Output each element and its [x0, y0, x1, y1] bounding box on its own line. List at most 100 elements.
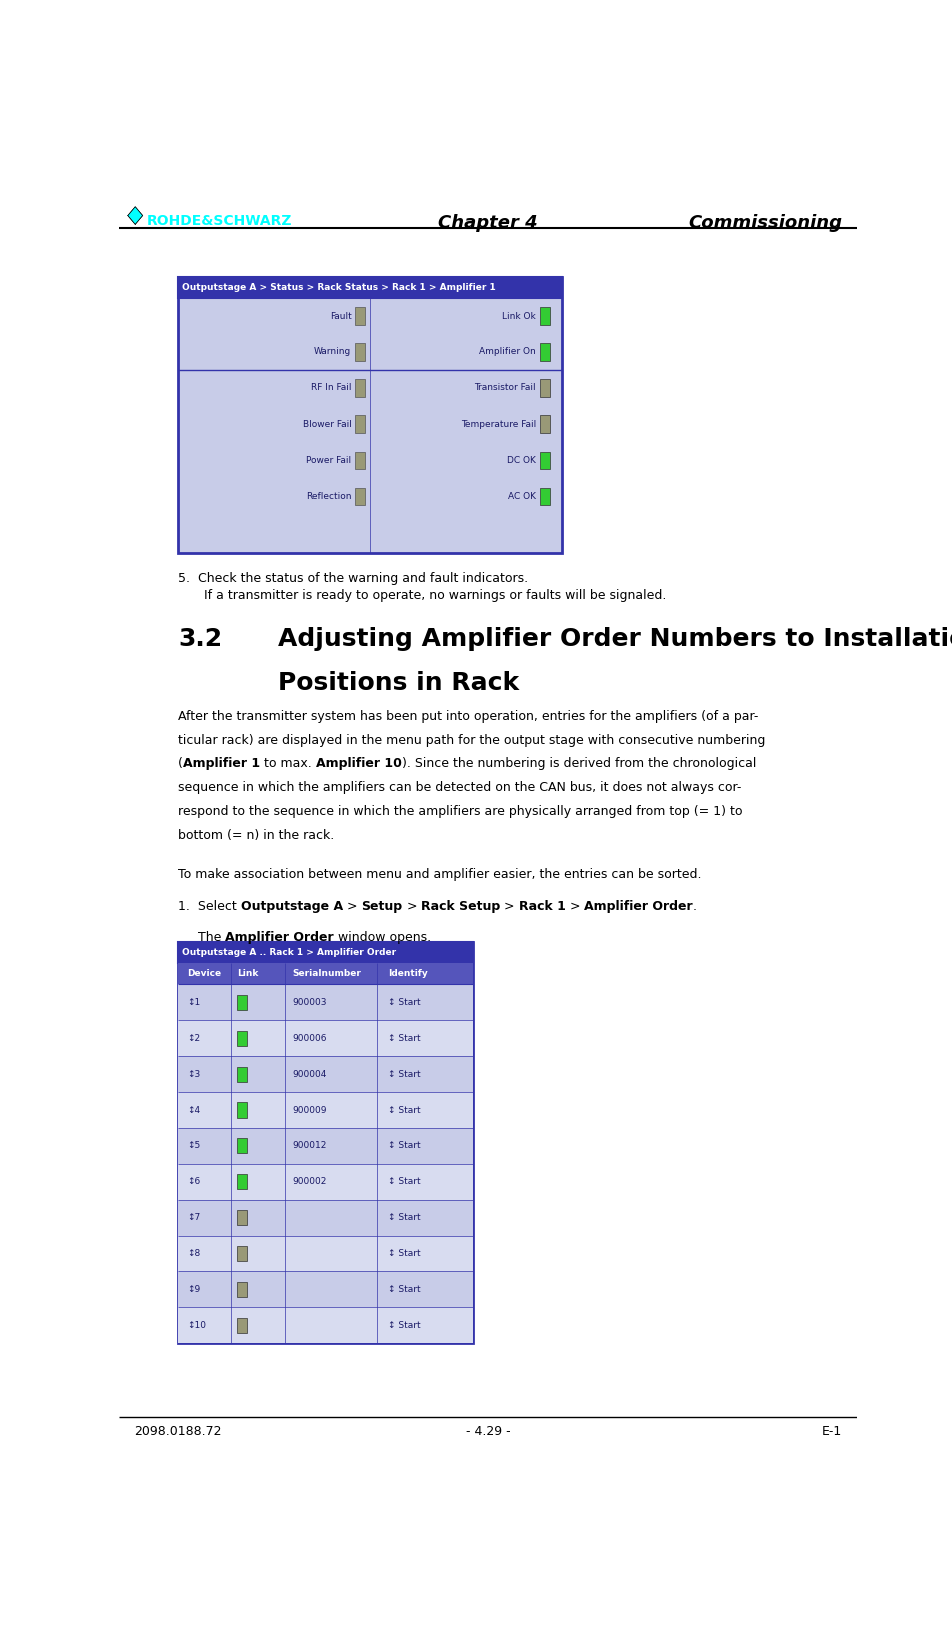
Text: Setup: Setup — [362, 901, 403, 914]
Text: Temperature Fail: Temperature Fail — [461, 420, 536, 428]
Text: ↕8: ↕8 — [187, 1249, 200, 1258]
Bar — [237, 1031, 247, 1046]
Text: Reflection: Reflection — [306, 492, 351, 502]
Bar — [237, 1175, 247, 1189]
Bar — [178, 1091, 473, 1127]
Bar — [178, 1163, 473, 1199]
Text: E-1: E-1 — [822, 1425, 843, 1438]
Text: Warning: Warning — [314, 347, 351, 357]
Bar — [237, 1139, 247, 1153]
Text: ↕ Start: ↕ Start — [388, 1249, 421, 1258]
Text: Fault: Fault — [329, 311, 351, 321]
Text: ↕ Start: ↕ Start — [388, 1285, 421, 1293]
Text: 900004: 900004 — [292, 1070, 327, 1078]
Text: sequence in which the amplifiers can be detected on the CAN bus, it does not alw: sequence in which the amplifiers can be … — [178, 782, 742, 795]
Text: ↕ Start: ↕ Start — [388, 1214, 421, 1222]
Text: DC OK: DC OK — [507, 456, 536, 464]
Text: After the transmitter system has been put into operation, entries for the amplif: After the transmitter system has been pu… — [178, 710, 759, 723]
Text: >: > — [403, 901, 421, 914]
Text: Transistor Fail: Transistor Fail — [474, 383, 536, 393]
Bar — [178, 1056, 473, 1091]
Text: ↕5: ↕5 — [187, 1142, 200, 1150]
Text: 900012: 900012 — [292, 1142, 327, 1150]
Text: ↕10: ↕10 — [187, 1321, 206, 1329]
Bar — [237, 995, 247, 1010]
Text: >: > — [343, 901, 362, 914]
Text: 900009: 900009 — [292, 1106, 327, 1114]
Text: 2098.0188.72: 2098.0188.72 — [133, 1425, 221, 1438]
Text: ↕7: ↕7 — [187, 1214, 200, 1222]
Text: Chapter 4: Chapter 4 — [438, 215, 538, 233]
Bar — [178, 963, 473, 984]
Text: The: The — [178, 930, 226, 943]
Bar — [178, 984, 473, 1020]
Text: to max.: to max. — [260, 757, 316, 771]
Text: Serialnumber: Serialnumber — [292, 969, 361, 979]
Text: >: > — [500, 901, 519, 914]
Bar — [355, 451, 366, 469]
Bar — [237, 1067, 247, 1082]
Text: ↕4: ↕4 — [187, 1106, 200, 1114]
Text: If a transmitter is ready to operate, no warnings or faults will be signaled.: If a transmitter is ready to operate, no… — [204, 590, 666, 603]
Text: ↕ Start: ↕ Start — [388, 1321, 421, 1329]
Text: respond to the sequence in which the amplifiers are physically arranged from top: respond to the sequence in which the amp… — [178, 805, 743, 818]
Bar — [178, 1020, 473, 1056]
Text: 900006: 900006 — [292, 1034, 327, 1043]
Bar — [178, 1199, 473, 1235]
Text: ticular rack) are displayed in the menu path for the output stage with consecuti: ticular rack) are displayed in the menu … — [178, 733, 765, 746]
Text: Blower Fail: Blower Fail — [303, 420, 351, 428]
Text: ↕2: ↕2 — [187, 1034, 200, 1043]
Bar — [237, 1103, 247, 1117]
Bar — [237, 1318, 247, 1333]
Text: 900003: 900003 — [292, 999, 327, 1007]
Text: - 4.29 -: - 4.29 - — [466, 1425, 510, 1438]
Text: bottom (= n) in the rack.: bottom (= n) in the rack. — [178, 829, 334, 842]
Text: ↕ Start: ↕ Start — [388, 1070, 421, 1078]
Bar — [355, 487, 366, 505]
Bar — [237, 1210, 247, 1225]
Text: 5.  Check the status of the warning and fault indicators.: 5. Check the status of the warning and f… — [178, 572, 528, 585]
Text: RF In Fail: RF In Fail — [311, 383, 351, 393]
Text: Amplifier Order: Amplifier Order — [585, 901, 693, 914]
Bar — [540, 451, 550, 469]
Text: ). Since the numbering is derived from the chronological: ). Since the numbering is derived from t… — [402, 757, 756, 771]
Text: Link: Link — [237, 969, 258, 979]
Text: 3.2: 3.2 — [178, 627, 222, 652]
Text: Amplifier 10: Amplifier 10 — [316, 757, 402, 771]
Bar — [178, 1308, 473, 1344]
Bar — [237, 1246, 247, 1261]
Bar — [540, 308, 550, 324]
Text: Amplifier Order: Amplifier Order — [226, 930, 334, 943]
Bar — [178, 277, 562, 298]
Text: .: . — [693, 901, 697, 914]
Text: Link Ok: Link Ok — [502, 311, 536, 321]
Text: Power Fail: Power Fail — [307, 456, 351, 464]
Text: Outputstage A: Outputstage A — [241, 901, 343, 914]
Text: Rack 1: Rack 1 — [519, 901, 565, 914]
Bar — [355, 380, 366, 396]
Bar — [178, 942, 473, 963]
Text: Amplifier On: Amplifier On — [479, 347, 536, 357]
Text: ↕1: ↕1 — [187, 999, 200, 1007]
Text: AC OK: AC OK — [507, 492, 536, 502]
Bar — [355, 344, 366, 360]
Text: Identify: Identify — [388, 969, 428, 979]
Text: ↕ Start: ↕ Start — [388, 999, 421, 1007]
Text: >: > — [565, 901, 585, 914]
Bar — [178, 942, 473, 1344]
Bar — [178, 277, 562, 552]
Text: 900002: 900002 — [292, 1178, 327, 1186]
Bar — [355, 308, 366, 324]
Text: Positions in Rack: Positions in Rack — [278, 671, 519, 696]
Bar — [540, 380, 550, 396]
Bar — [540, 415, 550, 433]
Text: ↕9: ↕9 — [187, 1285, 200, 1293]
Text: Device: Device — [187, 969, 221, 979]
Polygon shape — [128, 207, 143, 225]
Text: Rack Setup: Rack Setup — [421, 901, 500, 914]
Bar — [178, 1127, 473, 1163]
Text: ↕ Start: ↕ Start — [388, 1178, 421, 1186]
Text: (: ( — [178, 757, 183, 771]
Text: ROHDE&SCHWARZ: ROHDE&SCHWARZ — [147, 215, 292, 228]
Bar — [237, 1282, 247, 1297]
